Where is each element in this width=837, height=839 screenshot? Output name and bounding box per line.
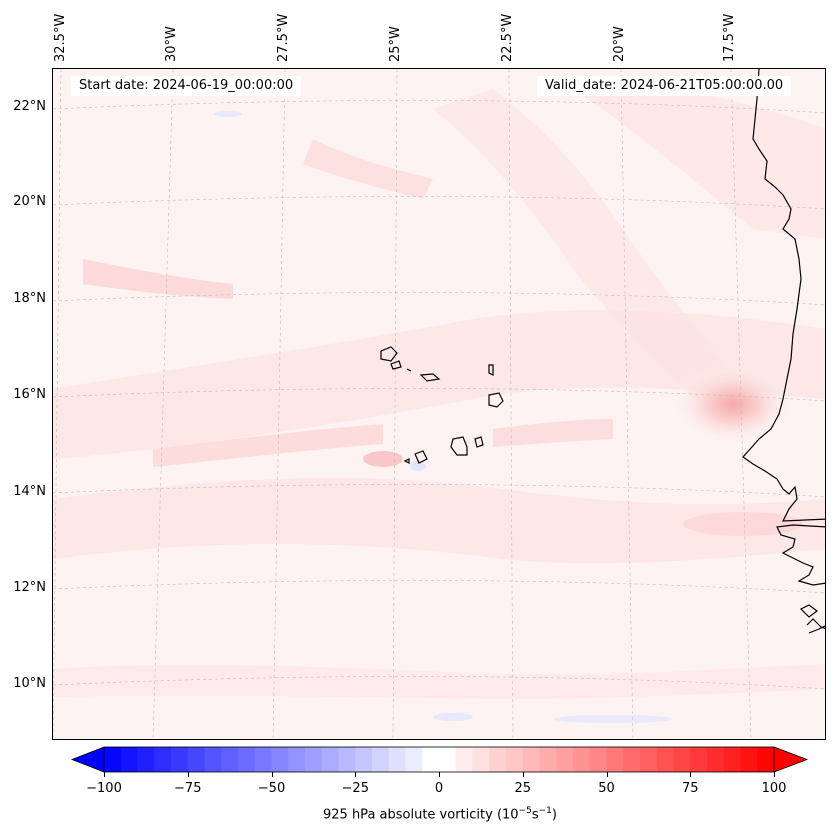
lat-label: 12°N	[13, 580, 46, 595]
lat-label: 18°N	[13, 291, 46, 306]
colorbar-title-suffix: )	[551, 807, 557, 823]
colorbar-cell	[288, 747, 306, 772]
colorbar-extend-min	[72, 747, 104, 772]
colorbar-cell	[422, 747, 440, 772]
colorbar-extend-max	[774, 747, 807, 772]
colorbar-cell	[254, 747, 272, 772]
lat-label: 20°N	[13, 194, 46, 209]
colorbar-cell	[589, 747, 607, 772]
colorbar-cell	[640, 747, 658, 772]
colorbar-cell	[187, 747, 205, 772]
colorbar-cell	[271, 747, 289, 772]
colorbar	[70, 746, 809, 773]
colorbar-cell	[238, 747, 256, 772]
colorbar-cell	[305, 747, 323, 772]
map-plot-area[interactable]	[52, 68, 826, 740]
colorbar-tick-mark	[355, 772, 357, 777]
colorbar-tick-label: 100	[761, 781, 787, 796]
start-date-label: Start date: 2024-06-19_00:00:00	[71, 76, 302, 96]
lon-label: 30°W	[164, 26, 179, 62]
colorbar-cell	[472, 747, 490, 772]
lat-label: 14°N	[13, 484, 46, 499]
lon-label: 32.5°W	[53, 13, 68, 62]
colorbar-cell	[673, 747, 691, 772]
colorbar-tick-label: −100	[86, 781, 122, 796]
colorbar-tick-label: 75	[681, 781, 699, 796]
colorbar-cell	[740, 747, 758, 772]
colorbar-outline-right	[773, 746, 809, 773]
lat-label: 10°N	[13, 676, 46, 691]
colorbar-cell	[154, 747, 172, 772]
colorbar-cell	[204, 747, 222, 772]
colorbar-cell	[757, 747, 775, 772]
lon-label: 17.5°W	[722, 13, 737, 62]
vorticity-field	[53, 79, 825, 723]
colorbar-title-prefix: 925 hPa absolute vorticity (10	[323, 807, 519, 823]
colorbar-tick-mark	[606, 772, 608, 777]
colorbar-cell	[573, 747, 591, 772]
lon-label: 20°W	[612, 26, 627, 62]
colorbar-title: 925 hPa absolute vorticity (10−5s−1)	[0, 806, 837, 822]
coastlines	[380, 69, 825, 634]
colorbar-cell	[120, 747, 138, 772]
colorbar-tick-label: 50	[598, 781, 615, 796]
map-canvas	[53, 69, 825, 739]
colorbar-tick-mark	[187, 772, 189, 777]
colorbar-tick-mark	[104, 772, 105, 777]
colorbar-cell	[405, 747, 423, 772]
colorbar-cell	[656, 747, 674, 772]
colorbar-cell	[388, 747, 406, 772]
colorbar-tick-label: −75	[174, 781, 202, 796]
lon-label: 25°W	[388, 26, 403, 62]
graticule	[53, 69, 825, 739]
colorbar-tick-label: 0	[434, 781, 444, 796]
colorbar-outline-left	[70, 746, 105, 773]
colorbar-cell	[372, 747, 390, 772]
colorbar-cell	[723, 747, 741, 772]
colorbar-cell	[522, 747, 540, 772]
colorbar-cells	[104, 747, 775, 772]
colorbar-cell	[623, 747, 641, 772]
colorbar-cell	[321, 747, 339, 772]
colorbar-title-mid: s	[531, 807, 539, 823]
colorbar-title-exp2: −1	[538, 806, 552, 816]
colorbar-tick-label: −25	[341, 781, 369, 796]
colorbar-cell	[338, 747, 356, 772]
colorbar-tick-mark	[271, 772, 273, 777]
colorbar-cell	[221, 747, 239, 772]
colorbar-cell	[137, 747, 155, 772]
lon-label: 27.5°W	[276, 13, 291, 62]
colorbar-cell	[556, 747, 574, 772]
valid-date-label: Valid_date: 2024-06-21T05:00:00.00	[537, 76, 792, 96]
colorbar-tick-mark	[774, 772, 775, 777]
colorbar-tick-mark	[439, 772, 440, 777]
colorbar-cell	[355, 747, 373, 772]
colorbar-cell	[104, 747, 122, 772]
colorbar-tick-label: 25	[514, 781, 532, 796]
colorbar-cell	[690, 747, 708, 772]
colorbar-title-exp1: −5	[518, 806, 532, 816]
colorbar-cell	[455, 747, 473, 772]
lat-label: 22°N	[13, 99, 46, 114]
colorbar-cell	[506, 747, 524, 772]
colorbar-cell	[439, 747, 457, 772]
lon-label: 22.5°W	[500, 13, 515, 62]
colorbar-tick-mark	[690, 772, 692, 777]
lat-label: 16°N	[13, 387, 46, 402]
colorbar-cell	[489, 747, 507, 772]
colorbar-cell	[171, 747, 189, 772]
colorbar-cell	[606, 747, 624, 772]
colorbar-tick-mark	[522, 772, 524, 777]
colorbar-cell	[707, 747, 725, 772]
colorbar-tick-label: −50	[257, 781, 286, 796]
colorbar-cell	[539, 747, 557, 772]
